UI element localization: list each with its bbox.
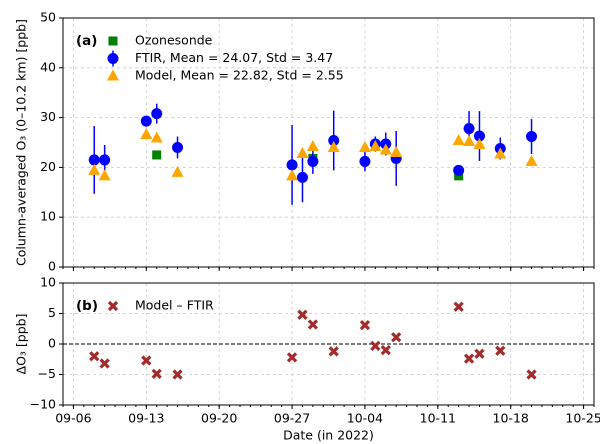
marker xyxy=(328,346,339,357)
marker xyxy=(172,141,184,153)
marker xyxy=(358,140,371,152)
marker xyxy=(379,143,392,155)
marker xyxy=(152,150,162,160)
marker xyxy=(296,171,308,183)
marker xyxy=(108,36,118,46)
marker xyxy=(453,301,464,312)
axes-frame xyxy=(62,282,595,406)
x-tick-label: 10-25 xyxy=(565,411,600,426)
x-tick-label: 10-18 xyxy=(493,411,529,426)
marker xyxy=(88,154,100,166)
marker xyxy=(140,128,153,140)
marker xyxy=(107,300,119,312)
x-tick-label: 10-04 xyxy=(347,411,383,426)
x-tick-label: 09-27 xyxy=(274,411,310,426)
marker xyxy=(453,164,465,176)
marker xyxy=(474,348,485,359)
y-tick-label: 0 xyxy=(48,336,56,351)
marker xyxy=(151,108,163,120)
marker xyxy=(495,345,506,356)
marker xyxy=(370,340,381,351)
x-tick-label: 10-11 xyxy=(420,411,456,426)
y-tick-label: −5 xyxy=(38,366,56,381)
legend-label: FTIR, Mean = 24.07, Std = 3.47 xyxy=(135,50,333,65)
marker xyxy=(526,369,537,380)
y-axis-label: ΔO₃ [ppb] xyxy=(14,314,29,375)
marker xyxy=(107,69,119,81)
marker xyxy=(526,131,538,143)
legend-label: Model – FTIR xyxy=(135,298,214,313)
marker xyxy=(452,134,465,146)
y-axis-label: Column-averaged O₃ (0–10.2 km) [ppb] xyxy=(14,19,29,266)
y-tick-label: 0 xyxy=(48,259,56,274)
marker xyxy=(99,154,111,166)
marker xyxy=(473,137,486,149)
marker xyxy=(359,319,371,331)
marker xyxy=(359,155,371,167)
marker xyxy=(151,368,162,380)
y-tick-label: 10 xyxy=(40,275,56,290)
marker xyxy=(306,139,319,151)
marker xyxy=(89,351,100,362)
marker xyxy=(88,163,101,175)
marker xyxy=(463,135,476,147)
legend-label: Ozonesonde xyxy=(135,33,213,48)
marker xyxy=(473,130,485,142)
legend-label: Model, Mean = 22.82, Std = 2.55 xyxy=(135,68,344,83)
marker xyxy=(328,135,340,147)
marker xyxy=(307,155,319,167)
marker xyxy=(327,140,340,152)
marker xyxy=(307,319,319,330)
x-axis-label: Date (in 2022) xyxy=(283,428,374,443)
y-tick-label: −10 xyxy=(30,397,56,412)
marker xyxy=(297,309,308,320)
x-tick-label: 09-06 xyxy=(55,411,91,426)
marker xyxy=(494,147,507,159)
panel-label: (a) xyxy=(76,33,97,49)
y-tick-label: 5 xyxy=(48,305,56,320)
marker xyxy=(98,169,111,181)
marker xyxy=(286,159,298,171)
marker xyxy=(296,146,309,158)
x-tick-label: 09-20 xyxy=(201,411,237,426)
y-tick-label: 20 xyxy=(40,159,56,174)
y-tick-label: 50 xyxy=(40,10,56,25)
x-tick-label: 09-13 xyxy=(128,411,164,426)
marker xyxy=(172,369,183,380)
axes-frame xyxy=(62,17,595,268)
y-tick-label: 40 xyxy=(40,59,56,74)
marker xyxy=(390,145,403,157)
marker xyxy=(391,332,402,343)
y-tick-label: 30 xyxy=(40,109,56,124)
marker xyxy=(286,169,299,181)
marker xyxy=(463,353,475,364)
panel-label: (b) xyxy=(76,298,98,314)
marker xyxy=(171,165,184,177)
marker xyxy=(463,123,475,135)
marker xyxy=(140,115,152,127)
marker xyxy=(286,352,298,363)
marker xyxy=(150,131,163,143)
marker xyxy=(369,139,382,151)
y-tick-label: 10 xyxy=(40,209,56,224)
marker xyxy=(141,355,152,366)
marker xyxy=(525,154,538,166)
marker xyxy=(99,358,110,369)
marker xyxy=(380,344,391,356)
